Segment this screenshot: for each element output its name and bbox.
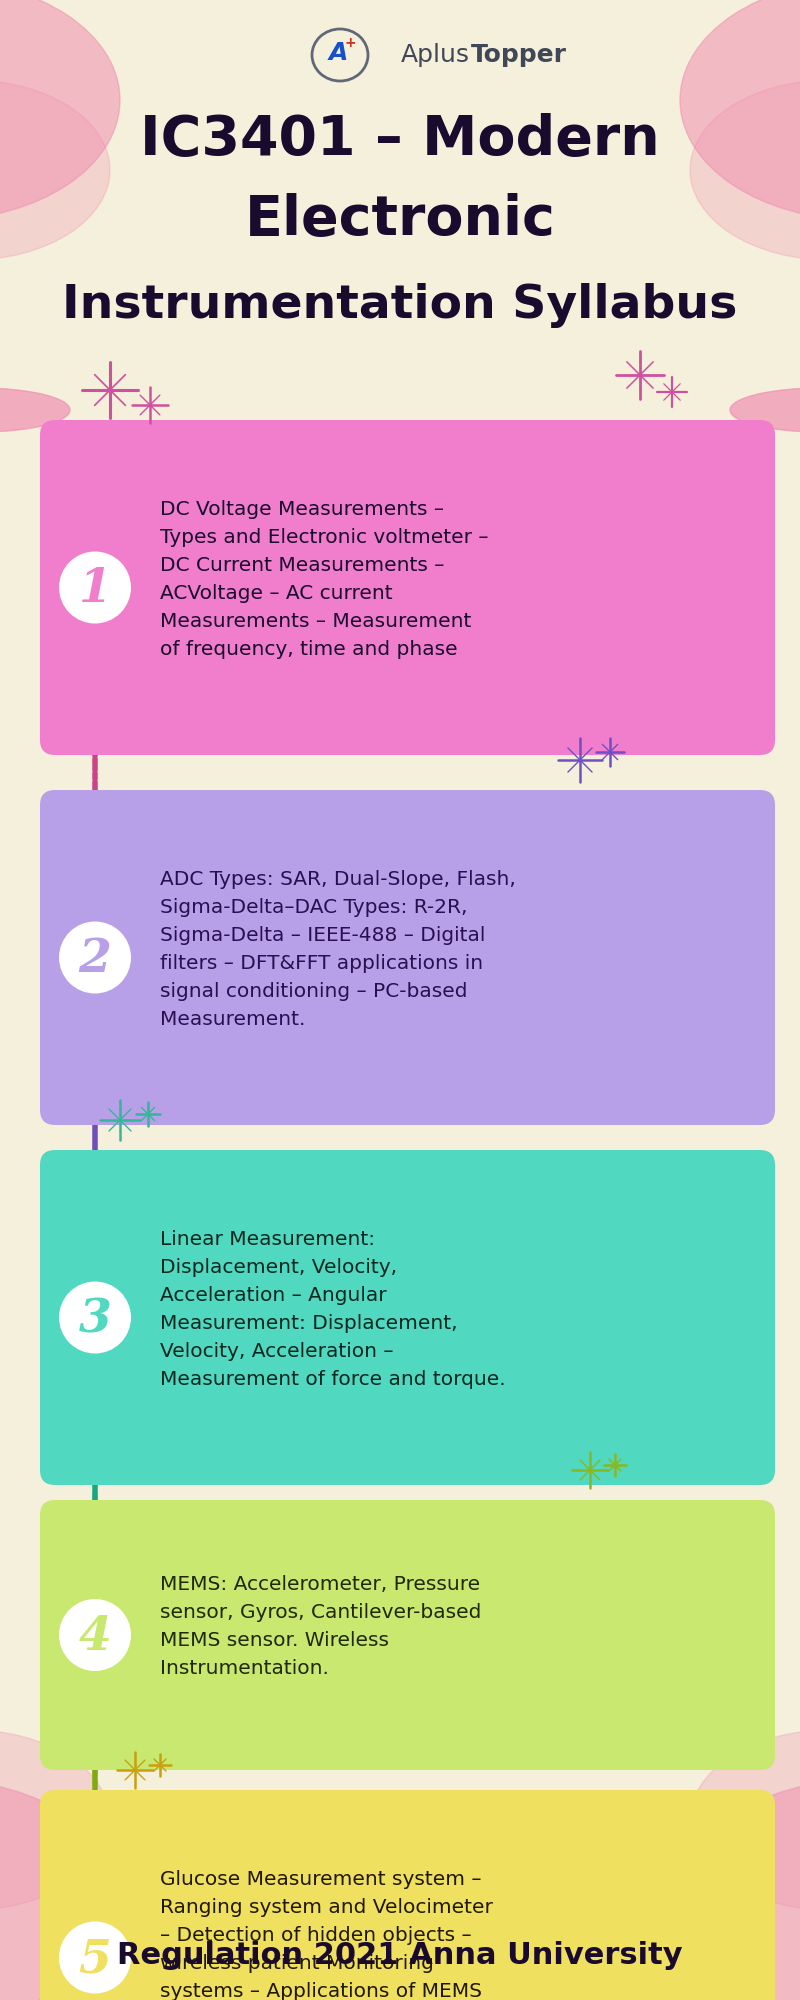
Ellipse shape <box>0 80 110 260</box>
Text: 3: 3 <box>78 1296 111 1342</box>
Ellipse shape <box>690 80 800 260</box>
Text: Regulation 2021 Anna University: Regulation 2021 Anna University <box>117 1940 683 1970</box>
Text: +: + <box>344 36 356 50</box>
FancyBboxPatch shape <box>40 1150 775 1484</box>
Text: Instrumentation Syllabus: Instrumentation Syllabus <box>62 282 738 328</box>
Text: 2: 2 <box>78 936 111 982</box>
Text: Linear Measurement:
Displacement, Velocity,
Acceleration – Angular
Measurement: : Linear Measurement: Displacement, Veloci… <box>160 1230 506 1388</box>
FancyBboxPatch shape <box>40 420 775 754</box>
Ellipse shape <box>680 1780 800 2000</box>
Text: Topper: Topper <box>471 42 567 66</box>
Ellipse shape <box>690 1730 800 1910</box>
Ellipse shape <box>0 388 70 432</box>
Ellipse shape <box>0 1730 110 1910</box>
FancyBboxPatch shape <box>40 1500 775 1770</box>
Circle shape <box>59 1922 131 1994</box>
Text: MEMS: Accelerometer, Pressure
sensor, Gyros, Cantilever-based
MEMS sensor. Wirel: MEMS: Accelerometer, Pressure sensor, Gy… <box>160 1576 482 1678</box>
Text: 5: 5 <box>78 1936 111 1982</box>
Circle shape <box>59 1282 131 1354</box>
Circle shape <box>59 1600 131 1672</box>
Text: DC Voltage Measurements –
Types and Electronic voltmeter –
DC Current Measuremen: DC Voltage Measurements – Types and Elec… <box>160 500 489 660</box>
Circle shape <box>59 552 131 624</box>
Text: A: A <box>328 40 348 64</box>
Circle shape <box>59 922 131 994</box>
Text: Electronic: Electronic <box>245 194 555 246</box>
Text: 1: 1 <box>78 566 111 612</box>
Text: ADC Types: SAR, Dual-Slope, Flash,
Sigma-Delta–DAC Types: R-2R,
Sigma-Delta – IE: ADC Types: SAR, Dual-Slope, Flash, Sigma… <box>160 870 516 1028</box>
Ellipse shape <box>730 388 800 432</box>
Ellipse shape <box>0 1780 120 2000</box>
Text: 4: 4 <box>78 1614 111 1660</box>
Text: Glucose Measurement system –
Ranging system and Velocimeter
– Detection of hidde: Glucose Measurement system – Ranging sys… <box>160 1870 493 2000</box>
Text: IC3401 – Modern: IC3401 – Modern <box>140 112 660 168</box>
Text: Aplus: Aplus <box>401 42 470 66</box>
Ellipse shape <box>0 0 120 220</box>
FancyBboxPatch shape <box>40 790 775 1124</box>
Ellipse shape <box>680 0 800 220</box>
FancyBboxPatch shape <box>40 1790 775 2000</box>
